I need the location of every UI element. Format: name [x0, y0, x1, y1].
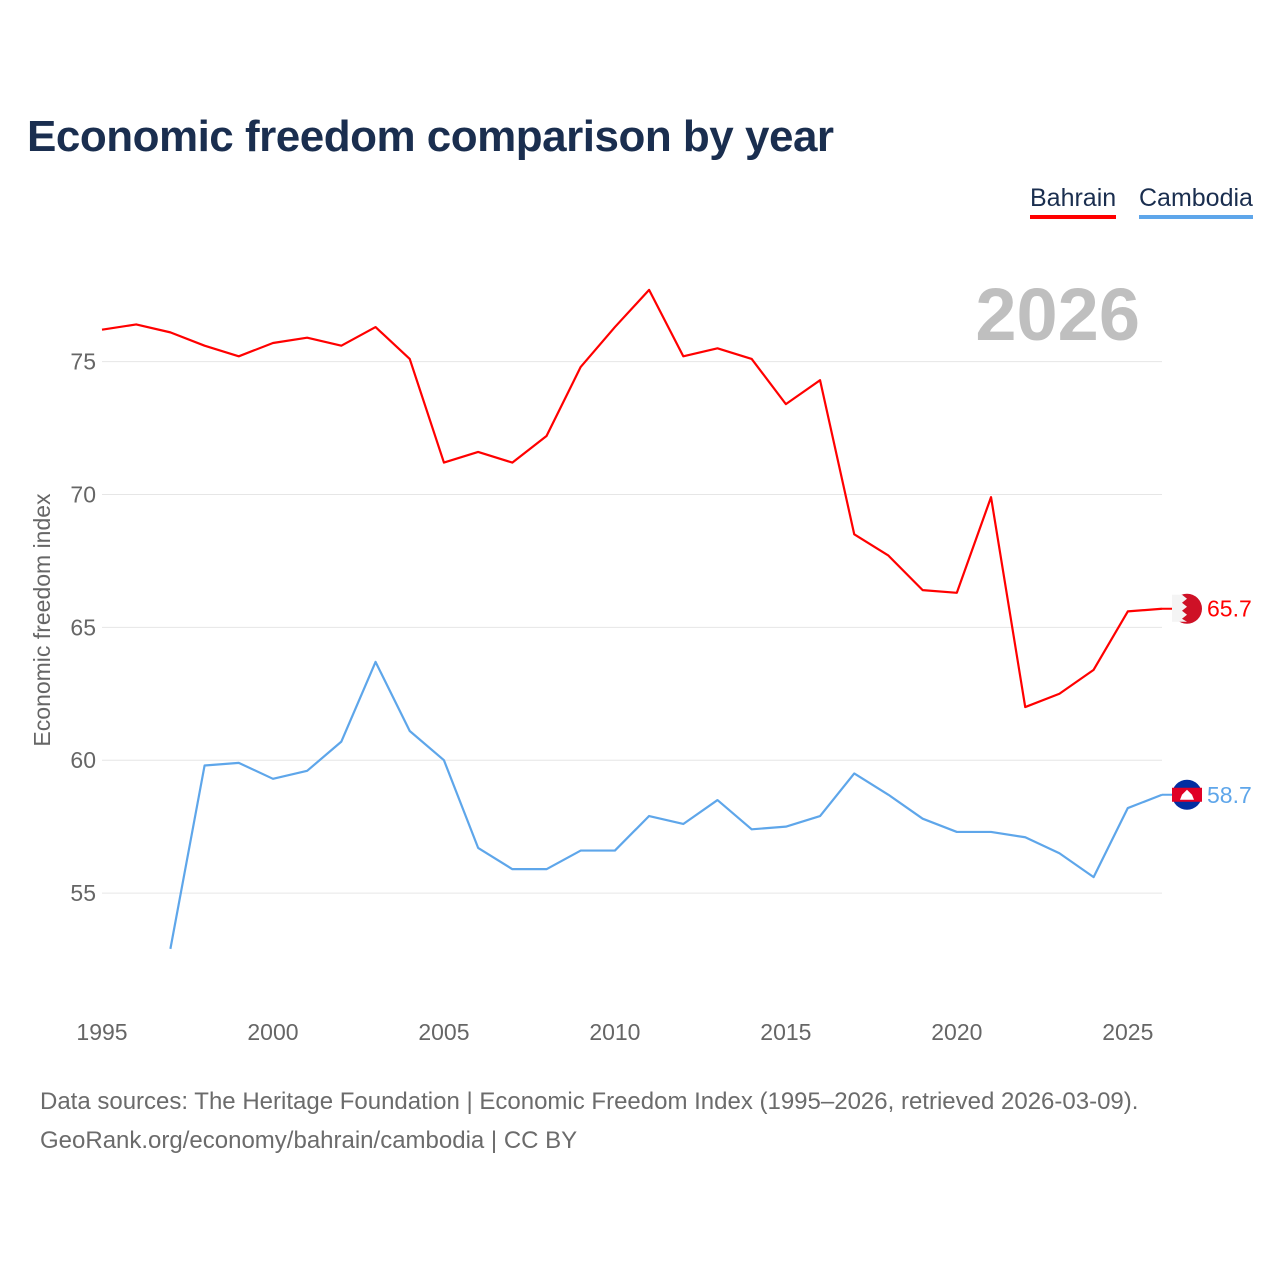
data-point [1126, 806, 1130, 810]
data-point [613, 849, 617, 853]
data-point [442, 461, 446, 465]
data-point [237, 761, 241, 765]
data-point [476, 450, 480, 454]
data-point [886, 554, 890, 558]
data-point [647, 288, 651, 292]
data-point [955, 830, 959, 834]
data-point [545, 867, 549, 871]
data-point [271, 341, 275, 345]
data-point [339, 740, 343, 744]
data-point [134, 322, 138, 326]
y-tick-label: 70 [70, 481, 96, 507]
data-point [818, 378, 822, 382]
data-point [955, 591, 959, 595]
data-point [442, 758, 446, 762]
data-point [305, 336, 309, 340]
data-point [989, 830, 993, 834]
data-point [579, 365, 583, 369]
x-tick-label: 2010 [589, 1019, 640, 1045]
source-link[interactable]: GeoRank.org/economy/bahrain/cambodia | C… [40, 1127, 578, 1154]
series-line-cambodia [169, 660, 1163, 950]
end-value-label-cambodia: 58.7 [1207, 782, 1252, 808]
data-source-note: Data sources: The Heritage Foundation | … [40, 1088, 1139, 1115]
data-point [237, 354, 241, 358]
data-point [613, 325, 617, 329]
data-point [100, 328, 104, 332]
x-tick-label: 2000 [247, 1019, 298, 1045]
data-point [168, 330, 172, 334]
x-tick-label: 2025 [1102, 1019, 1153, 1045]
data-point [579, 849, 583, 853]
x-tick-label: 2020 [931, 1019, 982, 1045]
series-line-bahrain [101, 288, 1163, 709]
data-point [921, 817, 925, 821]
data-point [921, 588, 925, 592]
data-point [168, 947, 172, 951]
data-point [852, 532, 856, 536]
data-point [750, 357, 754, 361]
legend-item-cambodia[interactable]: Cambodia [1139, 184, 1253, 219]
data-point [339, 344, 343, 348]
chart-title: Economic freedom comparison by year [27, 112, 834, 161]
data-point [1023, 835, 1027, 839]
year-watermark: 2026 [975, 273, 1140, 356]
data-point [408, 357, 412, 361]
y-axis-label: Economic freedom index [29, 493, 55, 747]
data-point [305, 769, 309, 773]
data-point [374, 325, 378, 329]
data-point [852, 771, 856, 775]
end-value-label-bahrain: 65.7 [1207, 596, 1252, 622]
data-point [271, 777, 275, 781]
data-point [510, 867, 514, 871]
data-point [1023, 705, 1027, 709]
data-point [476, 846, 480, 850]
data-point [408, 729, 412, 733]
data-point [750, 827, 754, 831]
data-point [886, 793, 890, 797]
y-tick-label: 65 [70, 614, 96, 640]
data-point [510, 461, 514, 465]
data-point [1057, 851, 1061, 855]
cambodia-flag-temple [1180, 789, 1194, 800]
x-tick-label: 1995 [76, 1019, 127, 1045]
data-point [1126, 609, 1130, 613]
x-tick-label: 2015 [760, 1019, 811, 1045]
data-point [784, 402, 788, 406]
data-point [203, 344, 207, 348]
y-tick-label: 60 [70, 747, 96, 773]
data-point [715, 798, 719, 802]
data-point [818, 814, 822, 818]
data-point [681, 822, 685, 826]
legend-item-bahrain[interactable]: Bahrain [1030, 184, 1117, 219]
data-point [374, 660, 378, 664]
data-point [545, 434, 549, 438]
data-point [1057, 692, 1061, 696]
y-tick-label: 75 [70, 349, 96, 375]
data-point [681, 354, 685, 358]
data-point [203, 764, 207, 768]
data-point [784, 825, 788, 829]
data-point [715, 346, 719, 350]
data-point [647, 814, 651, 818]
data-point [1092, 668, 1096, 672]
data-point [1092, 875, 1096, 879]
x-tick-label: 2005 [418, 1019, 469, 1045]
data-point [989, 495, 993, 499]
bahrain-flag-white [1172, 594, 1187, 622]
y-tick-label: 55 [70, 880, 96, 906]
